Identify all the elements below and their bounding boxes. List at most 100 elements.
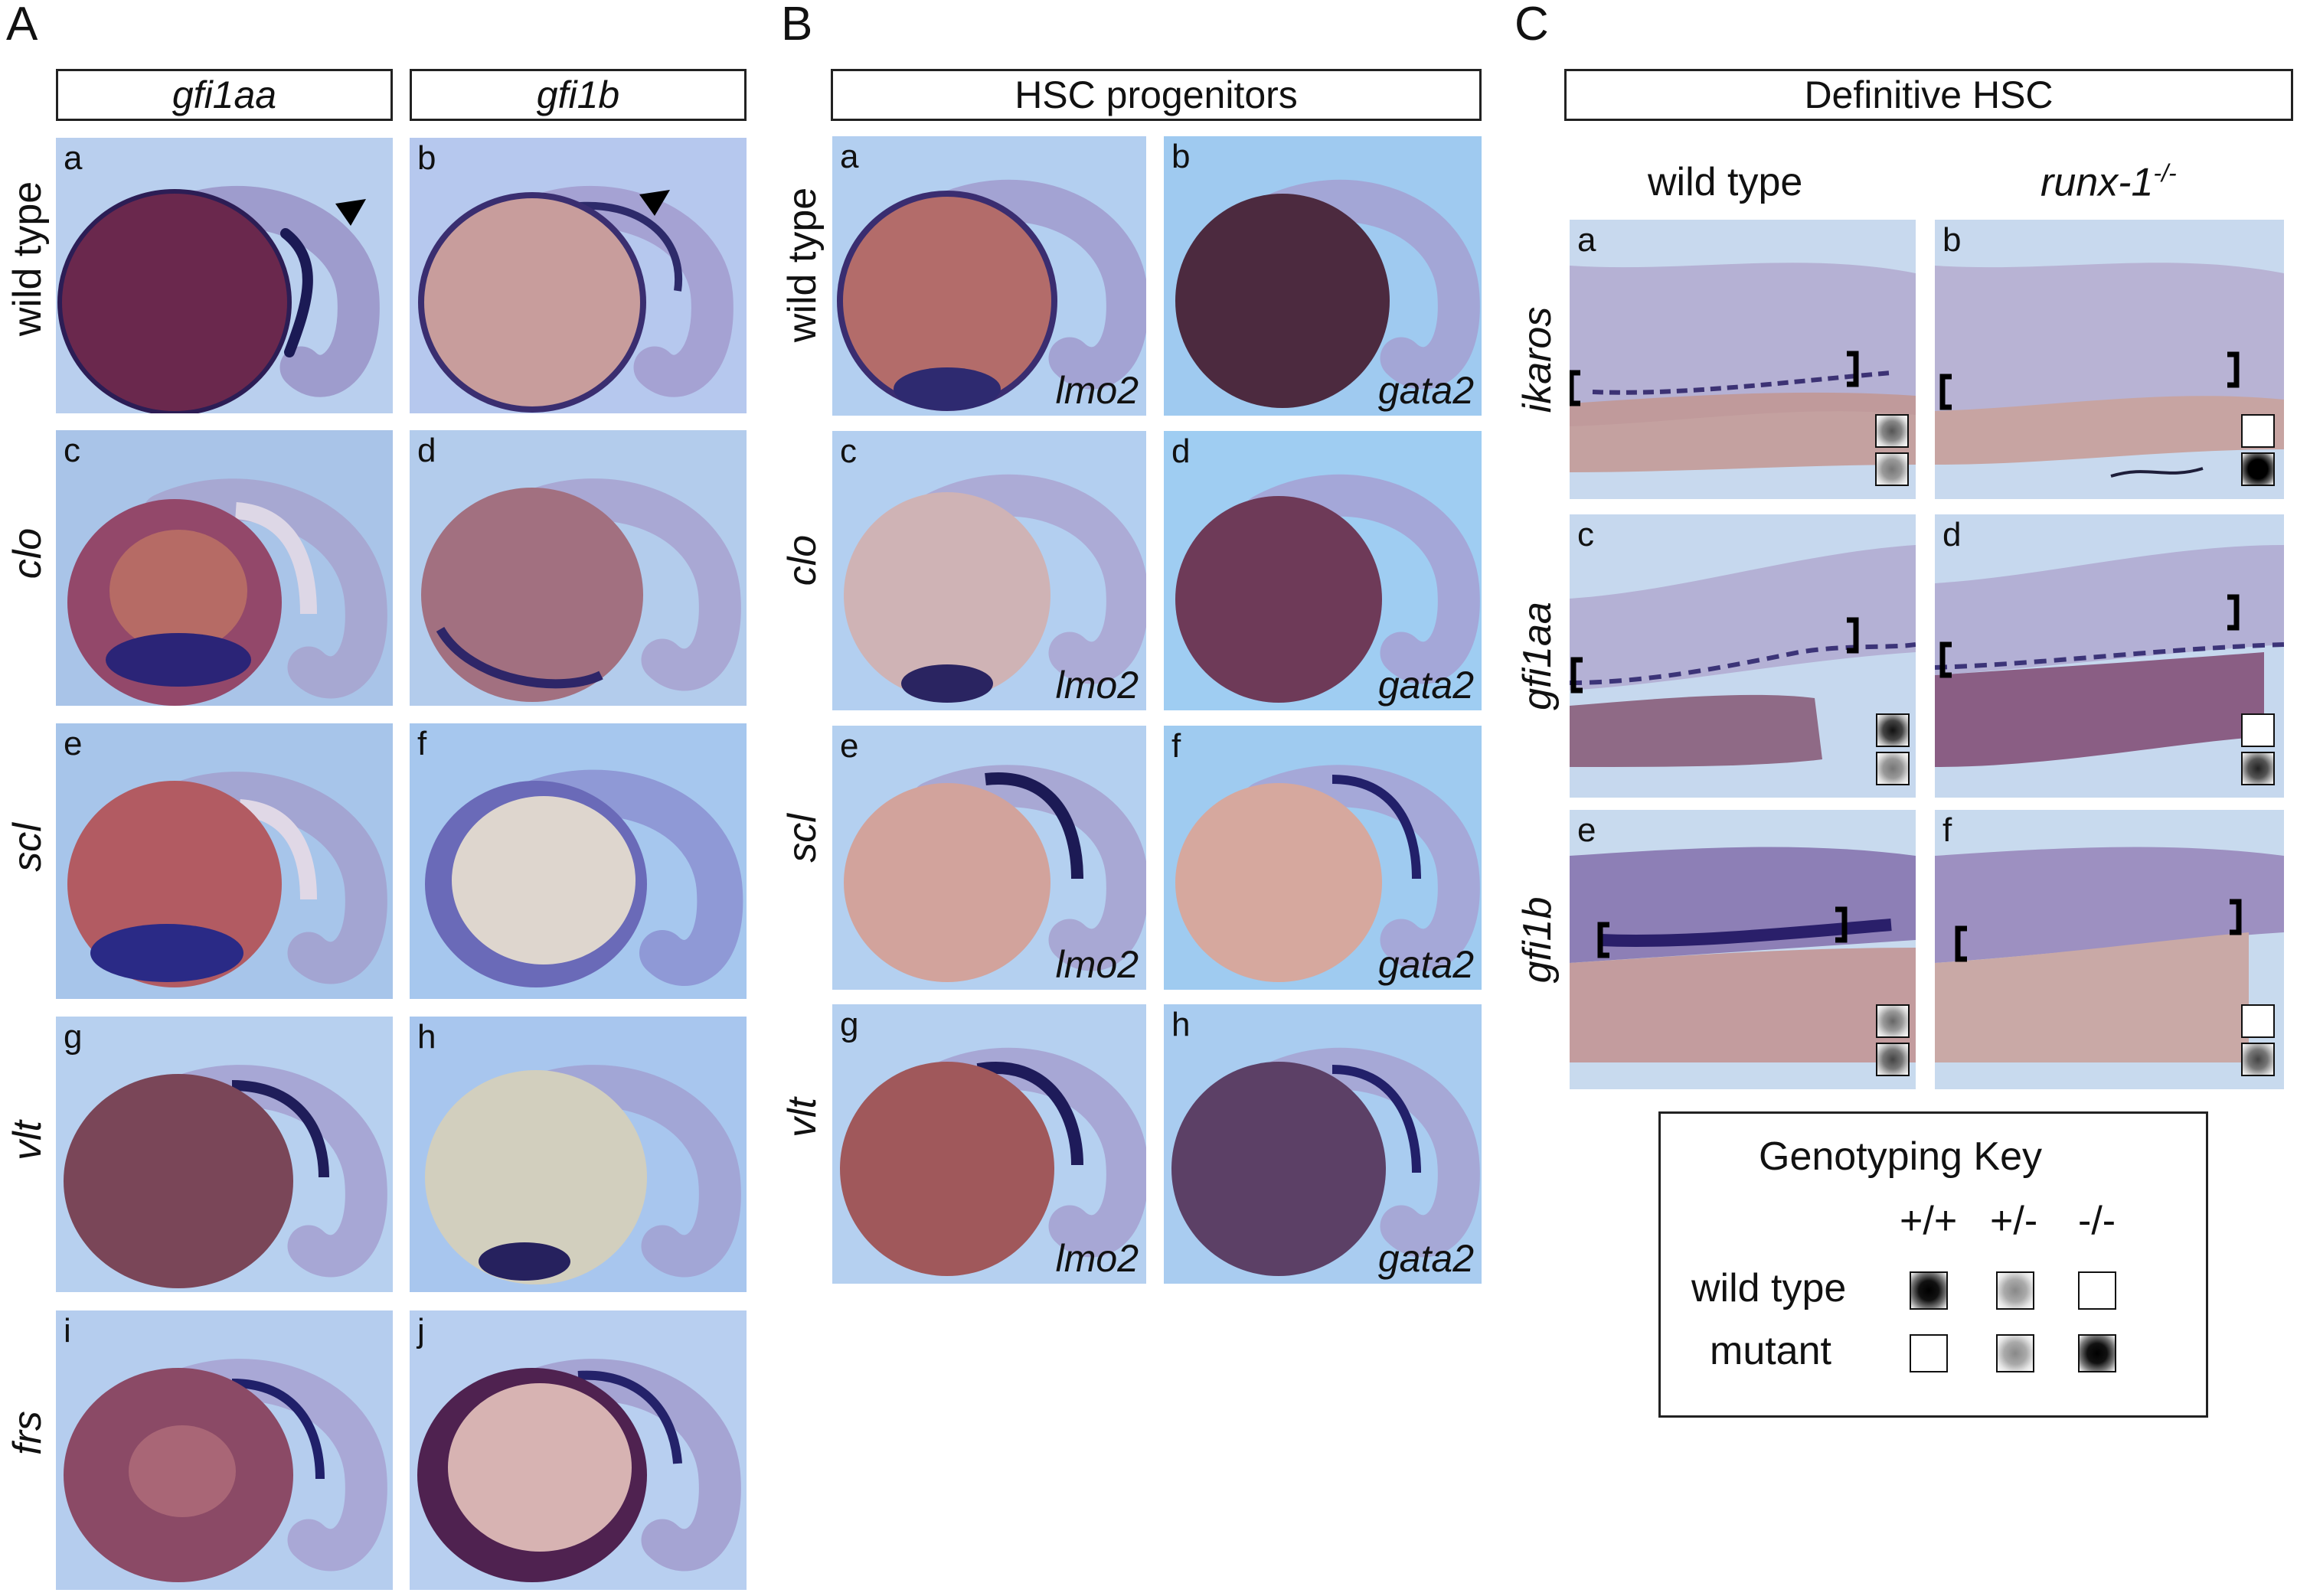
embryo-image-B-e: e lmo2: [832, 726, 1146, 990]
panel-letter: a: [64, 139, 83, 177]
panel-letter: g: [840, 1006, 859, 1043]
genotype-dot-mutant: [1876, 1043, 1910, 1076]
panel-letter: b: [417, 139, 436, 177]
key-title: Genotyping Key: [1759, 1134, 2043, 1179]
panel-letter: c: [840, 432, 857, 470]
trunk-image-C-b: b: [1935, 220, 2284, 499]
runx1-genotype-sup: -/-: [2153, 159, 2177, 187]
panel-label-C: C: [1514, 0, 1549, 51]
trunk-image-C-e: e: [1570, 810, 1916, 1089]
panel-letter: b: [1942, 221, 1962, 259]
panel-letter: d: [1171, 432, 1191, 470]
panel-letter: a: [840, 138, 859, 175]
key-col-heterozygous: +/-: [1990, 1199, 2038, 1243]
column-header-runx1-mutant: runx-1-/-: [2041, 159, 2177, 205]
row-label-scl: scl: [5, 823, 50, 872]
embryo-image-B-h: h gata2: [1164, 1004, 1482, 1284]
embryo-image-A-d: d: [410, 430, 747, 706]
gene-label: gata2: [1377, 943, 1474, 986]
trunk-image-C-c: c: [1570, 514, 1916, 798]
embryo-image-A-i: i: [56, 1310, 393, 1590]
column-header-gfi1aa: gfi1aa: [56, 69, 393, 121]
gene-label: gata2: [1377, 664, 1474, 707]
genotype-dot-wild-type: [1876, 1004, 1910, 1038]
gene-label: lmo2: [1055, 369, 1139, 412]
panel-letter: d: [417, 432, 436, 469]
panel-letter: e: [840, 727, 859, 765]
key-dot-wt-plusplus: [1910, 1271, 1948, 1310]
row-label-vlt: vlt: [5, 1121, 50, 1160]
trunk-image-C-a: a: [1570, 220, 1916, 499]
row-label-clo: clo: [5, 527, 50, 579]
key-row-wild-type: wild type: [1691, 1266, 1847, 1310]
embryo-image-B-b: b gata2: [1164, 136, 1482, 416]
gene-label: lmo2: [1055, 1237, 1139, 1280]
panel-letter: h: [1171, 1006, 1191, 1043]
row-label-vlt: vlt: [780, 1098, 825, 1137]
embryo-image-A-e: e: [56, 723, 393, 999]
row-label-ikaros: ikaros: [1515, 306, 1560, 413]
panel-letter: f: [1942, 811, 1952, 849]
header-hsc-progenitors: HSC progenitors: [831, 69, 1482, 121]
key-dot-wt-minusminus: [2078, 1271, 2116, 1310]
embryo-image-A-a: a: [56, 138, 393, 413]
row-label-gfi1aa: gfi1aa: [1515, 602, 1560, 710]
panel-letter: f: [1171, 727, 1181, 765]
column-header-wild-type: wild type: [1648, 160, 1803, 204]
gene-label: lmo2: [1055, 943, 1139, 986]
row-label-scl: scl: [780, 814, 825, 863]
panel-letter: f: [417, 725, 427, 762]
panel-letter: e: [1577, 811, 1596, 849]
embryo-image-B-d: d gata2: [1164, 431, 1482, 710]
row-label-frs: frs: [5, 1411, 50, 1455]
embryo-image-A-c: c: [56, 430, 393, 706]
genotype-dot-wild-type: [2241, 713, 2275, 747]
genotype-dot-mutant: [1875, 452, 1909, 486]
panel-letter: j: [417, 1312, 425, 1350]
panel-label-B: B: [781, 0, 813, 51]
key-col-homozygous-wt: +/+: [1900, 1199, 1958, 1243]
column-header-gfi1b: gfi1b: [410, 69, 747, 121]
genotype-dot-wild-type: [2241, 414, 2275, 448]
embryo-image-A-b: b: [410, 138, 747, 413]
panel-letter: b: [1171, 138, 1191, 175]
key-dot-mut-plusminus: [1996, 1334, 2034, 1372]
genotype-dot-wild-type: [2241, 1004, 2275, 1038]
panel-letter: e: [64, 725, 83, 762]
key-dot-mut-minusminus: [2078, 1334, 2116, 1372]
embryo-image-A-g: g: [56, 1017, 393, 1292]
genotyping-key: Genotyping Key +/+ +/- -/- wild type mut…: [1658, 1111, 2208, 1418]
panel-letter: h: [417, 1018, 436, 1056]
embryo-image-B-g: g lmo2: [832, 1004, 1146, 1284]
panel-letter: c: [1577, 516, 1594, 553]
gene-label: gata2: [1377, 369, 1474, 412]
gene-label: lmo2: [1055, 664, 1139, 707]
row-label-wild-type: wild type: [5, 181, 50, 337]
genotype-dot-mutant: [2241, 1043, 2275, 1076]
gene-label: gata2: [1377, 1237, 1474, 1280]
row-label-wild-type: wild type: [780, 187, 825, 343]
embryo-image-A-j: j: [410, 1310, 747, 1590]
key-col-homozygous-mut: -/-: [2078, 1199, 2116, 1243]
embryo-image-B-c: c lmo2: [832, 431, 1146, 710]
embryo-image-A-h: h: [410, 1017, 747, 1292]
header-definitive-hsc: Definitive HSC: [1564, 69, 2293, 121]
genotype-dot-wild-type: [1876, 713, 1910, 747]
panel-letter: c: [64, 432, 80, 469]
runx1-label: runx-1: [2041, 160, 2154, 205]
row-label-clo: clo: [780, 534, 825, 586]
embryo-image-A-f: f: [410, 723, 747, 999]
panel-letter: g: [64, 1018, 83, 1056]
trunk-image-C-f: f: [1935, 810, 2284, 1089]
embryo-image-B-f: f gata2: [1164, 726, 1482, 990]
panel-letter: a: [1577, 221, 1596, 259]
trunk-image-C-d: d: [1935, 514, 2284, 798]
row-label-gfi1b: gfi1b: [1515, 896, 1560, 984]
genotype-dot-wild-type: [1875, 414, 1909, 448]
panel-letter: i: [64, 1312, 71, 1350]
embryo-image-B-a: a lmo2: [832, 136, 1146, 416]
key-row-mutant: mutant: [1710, 1329, 1831, 1373]
genotype-dot-mutant: [1876, 752, 1910, 785]
panel-letter: d: [1942, 516, 1962, 553]
key-dot-mut-plusplus: [1910, 1334, 1948, 1372]
